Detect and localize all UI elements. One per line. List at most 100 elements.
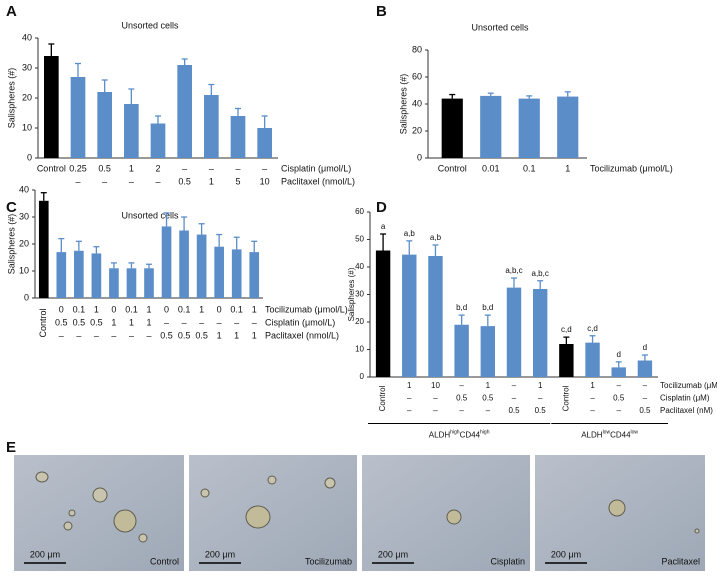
panel-label: B — [376, 3, 387, 20]
bar — [441, 98, 463, 158]
x-tick-label: 1 — [129, 317, 134, 327]
annotation: b,d — [456, 303, 467, 312]
x-tick-label: 0 — [111, 304, 116, 314]
x-tick-label: – — [182, 163, 187, 173]
annotation: c,d — [587, 324, 598, 333]
x-tick-label: 0.5 — [160, 330, 173, 340]
x-tick-label: – — [538, 394, 543, 403]
y-tick-label: 40 — [355, 262, 364, 271]
x-tick-label: – — [459, 406, 464, 415]
micrograph — [362, 455, 530, 571]
x-tick-label: – — [617, 406, 622, 415]
chart-title: Unsorted cells — [471, 22, 529, 32]
bar — [249, 252, 260, 298]
x-tick-label: 1 — [565, 163, 570, 173]
y-tick-label: 20 — [412, 125, 422, 135]
x-tick-label: 0.5 — [195, 330, 208, 340]
y-tick-label: 50 — [355, 235, 364, 244]
x-tick-label: – — [199, 317, 204, 327]
row-label: Cisplatin (μmol/L) — [265, 317, 335, 327]
annotation: c,d — [561, 325, 572, 334]
x-tick-label: Control — [378, 385, 387, 411]
bar — [375, 250, 391, 377]
x-tick-label: Control — [38, 308, 48, 337]
x-tick-label: – — [234, 317, 239, 327]
bar — [585, 342, 600, 377]
x-tick-label: 0.5 — [73, 317, 86, 327]
scale-label: 200 μm — [30, 549, 60, 559]
y-tick-label: 10 — [355, 345, 364, 354]
bar — [532, 289, 548, 377]
y-tick-label: 10 — [19, 265, 29, 275]
bar — [179, 230, 189, 298]
caption: Tocilizumab — [305, 556, 352, 566]
y-tick-label: 30 — [19, 211, 29, 221]
y-tick-label: 0 — [360, 372, 365, 381]
x-tick-label: – — [129, 330, 134, 340]
bar — [177, 65, 192, 158]
y-axis-label: Salispheres (#) — [347, 267, 356, 321]
x-tick-label: 1 — [486, 381, 491, 390]
chart-title: Unsorted cells — [121, 210, 179, 220]
y-tick-label: 20 — [355, 317, 364, 326]
x-tick-label: 1 — [217, 330, 222, 340]
y-tick-label: 60 — [355, 207, 364, 216]
bar — [124, 104, 139, 158]
bar — [196, 234, 207, 298]
annotation: d — [617, 350, 621, 359]
x-tick-label: 0.01 — [482, 163, 500, 173]
x-tick-label: 1 — [252, 304, 257, 314]
x-tick-label: 1 — [407, 381, 412, 390]
x-tick-label: 2 — [155, 163, 160, 173]
group-label-part: CD44 — [460, 431, 481, 440]
y-tick-label: 20 — [22, 92, 32, 102]
x-tick-label: 0 — [217, 304, 222, 314]
x-tick-label: – — [252, 317, 257, 327]
y-tick-label: 40 — [22, 32, 32, 42]
x-tick-label: – — [407, 406, 412, 415]
caption: Cisplatin — [490, 556, 525, 566]
x-tick-label: 0.5 — [178, 176, 191, 186]
bar — [480, 95, 502, 158]
chart-title: Unsorted cells — [121, 20, 179, 30]
bar — [402, 254, 417, 377]
annotation: a,b — [430, 233, 442, 242]
x-tick-label: 1 — [234, 330, 239, 340]
x-tick-label: – — [407, 394, 412, 403]
x-tick-label: 1 — [146, 304, 151, 314]
x-tick-label: 0.5 — [90, 317, 103, 327]
group-label-part: ALDH — [429, 431, 451, 440]
x-tick-label: 0.1 — [73, 304, 86, 314]
x-tick-label: – — [590, 406, 595, 415]
scale-label: 200 μm — [378, 549, 408, 559]
panel-label: D — [376, 199, 387, 216]
x-tick-label: – — [433, 394, 438, 403]
y-tick-label: 0 — [417, 152, 422, 162]
y-tick-label: 30 — [355, 290, 364, 299]
bar — [214, 246, 224, 298]
x-tick-label: 0.5 — [55, 317, 68, 327]
micrograph — [14, 455, 184, 571]
bar — [559, 344, 574, 377]
bar — [144, 268, 154, 298]
scale-label: 200 μm — [205, 549, 235, 559]
x-tick-label: 10 — [260, 176, 270, 186]
annotation: a,b,c — [532, 269, 549, 278]
bar — [126, 268, 137, 298]
panel-label: A — [6, 3, 17, 20]
bar — [480, 326, 496, 377]
x-tick-label: – — [111, 330, 116, 340]
x-tick-label: 0.5 — [508, 406, 520, 415]
group-label-part: CD44 — [610, 431, 631, 440]
x-tick-label: 1 — [199, 304, 204, 314]
y-tick-label: 40 — [19, 184, 29, 194]
group-label: ALDHhighCD44high — [429, 430, 490, 440]
x-tick-label: 5 — [235, 176, 240, 186]
y-tick-label: 80 — [412, 44, 422, 54]
bar — [231, 249, 242, 298]
x-tick-label: 0.25 — [69, 163, 87, 173]
bar — [611, 367, 626, 377]
annotation: a — [381, 222, 386, 231]
annotation: a,b — [404, 229, 416, 238]
annotation: b,d — [482, 303, 493, 312]
